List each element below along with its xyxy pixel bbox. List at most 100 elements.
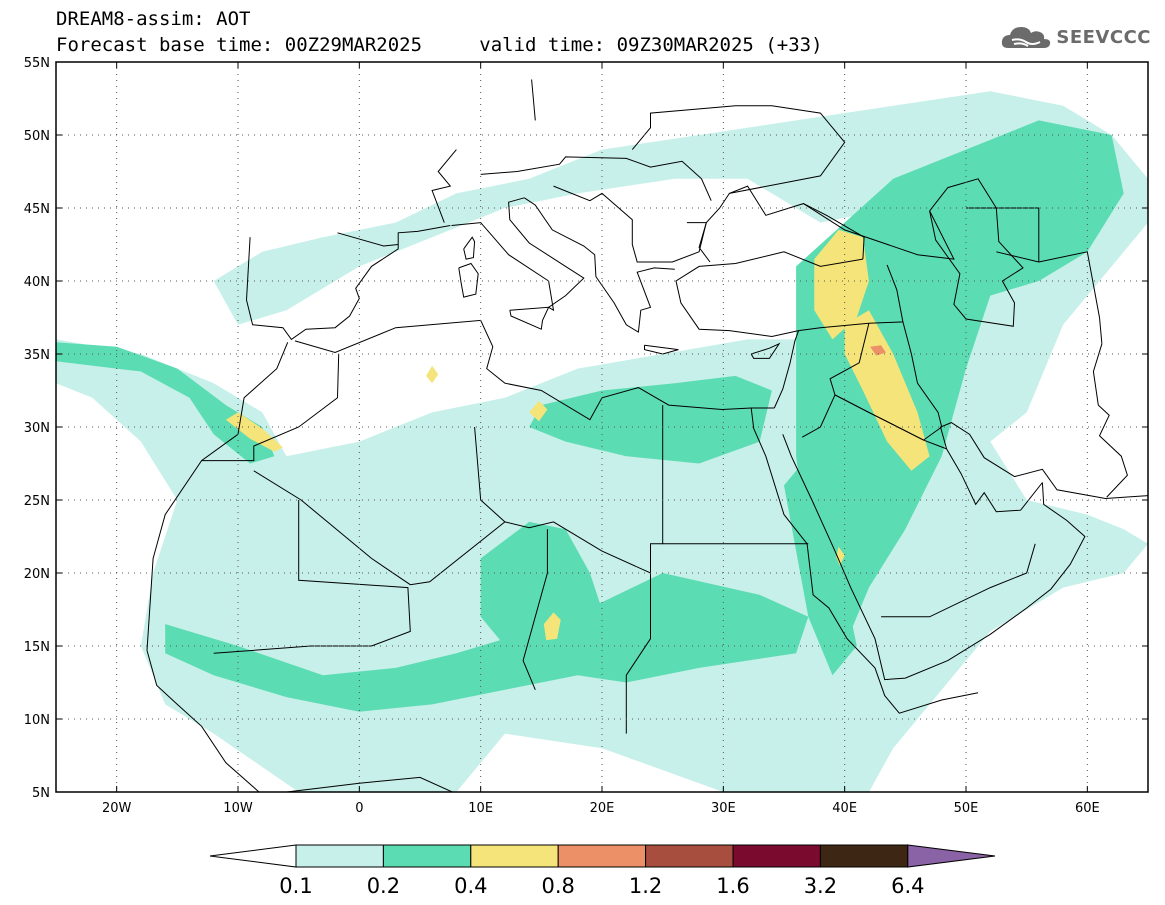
y-tick-label: 15N (24, 640, 50, 655)
y-tick-label: 25N (24, 494, 50, 509)
border-balkans (553, 185, 707, 263)
colorbar-label: 0.1 (279, 874, 312, 898)
colorbar-label: 0.2 (367, 874, 400, 898)
aot-patch-libya (529, 375, 772, 464)
colorbar-high-arrow (907, 844, 996, 868)
y-tick-label: 35N (24, 348, 50, 363)
adriatic-balkan-coast (524, 197, 675, 333)
axis-ticks: 20W 10W 0 10E 20E 30E 40E 50E 60E 55N 50N 45N 40N 35N… (24, 56, 1148, 816)
border-mali-niger (213, 500, 411, 654)
border-central-asia (996, 251, 1103, 344)
aot-patch-sahel-west (165, 573, 809, 712)
aot-patch-arabia (796, 120, 1124, 646)
colorbar-bin (645, 844, 734, 868)
y-tick-label: 10N (24, 713, 50, 728)
border-iran-iraq (902, 321, 943, 428)
gulf-coast (939, 422, 1148, 513)
aot-plume-europe (213, 91, 1112, 325)
africa-coast (146, 650, 454, 792)
base-time-label: Forecast base time: (56, 34, 274, 56)
border-france-germany (431, 149, 457, 223)
sardinia-coast (458, 262, 479, 298)
x-tick-label: 10W (223, 801, 253, 816)
border-algeria-mali (253, 470, 506, 586)
x-tick-label: 20E (590, 801, 615, 816)
border-alps (480, 156, 712, 201)
y-tick-label: 50N (24, 129, 50, 144)
border-algeria-libya (474, 405, 664, 574)
aot-patch-chad (480, 521, 602, 661)
x-tick-label: 10E (468, 801, 493, 816)
aot-patch-sinai (784, 456, 857, 676)
map-title: DREAM8-assim: AOT (56, 8, 251, 30)
valid-time: 09Z30MAR2025 (616, 34, 754, 56)
aot-band-atlantic (56, 342, 275, 464)
colorbar-label: 0.4 (454, 874, 487, 898)
border-turkey-south (798, 264, 904, 332)
colorbar-label: 1.2 (629, 874, 662, 898)
italy-coast (451, 197, 585, 312)
colorbar-bin (819, 844, 909, 868)
x-tick-label: 20W (102, 801, 132, 816)
colorbar-label: 1.6 (716, 874, 749, 898)
colorbar-label: 3.2 (804, 874, 837, 898)
colorbar-bin (470, 844, 559, 868)
border-europe-main (337, 232, 399, 247)
aot-yellow-caucasus (814, 229, 869, 340)
red-sea-west (750, 407, 979, 714)
border-saudi (801, 394, 947, 450)
sicily-coast (509, 306, 550, 330)
cyprus-coast (750, 342, 781, 359)
aot-yellow-libya (529, 400, 548, 422)
colorbar-low-arrow (209, 844, 297, 868)
base-time: 00Z29MAR2025 (284, 34, 423, 56)
caspian-coast (929, 178, 1024, 327)
grid-lines (56, 62, 1148, 792)
colorbar-bin (557, 844, 647, 868)
land-outlines (146, 79, 1148, 792)
border-yemen-saudi (881, 543, 1036, 618)
border-germany-east (531, 79, 536, 121)
colorbar-bin (295, 844, 384, 868)
colorbar-label: 6.4 (891, 874, 924, 898)
aot-yellow-chad (543, 612, 561, 641)
border-caucasus (803, 203, 955, 260)
colorbar: 0.1 0.2 0.4 0.8 1.2 1.6 3.2 6.4 (209, 844, 996, 898)
border-iran-east (1092, 343, 1128, 498)
valid-time-label: valid time: (479, 34, 606, 56)
africa-coast-west (146, 342, 289, 651)
aot-fields (56, 91, 1148, 792)
forecast-times: Forecast base time: 00Z29MAR2025 valid t… (56, 34, 823, 56)
border-kazakh (966, 207, 1040, 262)
corsica-coast (463, 236, 476, 260)
x-tick-label: 60E (1075, 801, 1100, 816)
y-tick-label: 20N (24, 567, 50, 582)
red-sea-east (782, 434, 1086, 681)
aot-yellow-tunisia (426, 365, 439, 384)
border-morocco-algeria (201, 353, 340, 462)
cloud-logo-icon (1002, 27, 1051, 48)
y-tick-label: 45N (24, 202, 50, 217)
x-tick-label: 30E (711, 801, 736, 816)
aot-yellow-iraq (844, 310, 930, 471)
x-tick-label: 40E (832, 801, 857, 816)
y-tick-label: 5N (32, 786, 50, 801)
border-ukraine-russia (631, 105, 846, 194)
levant-coast (773, 330, 800, 409)
africa-coast-north (294, 319, 775, 421)
map-area (56, 62, 1148, 792)
y-tick-label: 40N (24, 275, 50, 290)
aot-yellow-redsea (836, 546, 845, 566)
colorbar-bin (732, 844, 821, 868)
border-chad-niger (522, 529, 548, 690)
colorbar-bin (382, 844, 472, 868)
anatolia-coast (675, 251, 863, 338)
y-tick-label: 55N (24, 56, 50, 71)
logo-text: SEEVCCC (1056, 26, 1151, 48)
lead-time: (+33) (765, 34, 823, 56)
iberia-coast (245, 225, 451, 341)
border-sudan-chad (625, 573, 651, 734)
colorbar-label: 0.8 (541, 874, 574, 898)
x-tick-label: 0 (355, 801, 363, 816)
